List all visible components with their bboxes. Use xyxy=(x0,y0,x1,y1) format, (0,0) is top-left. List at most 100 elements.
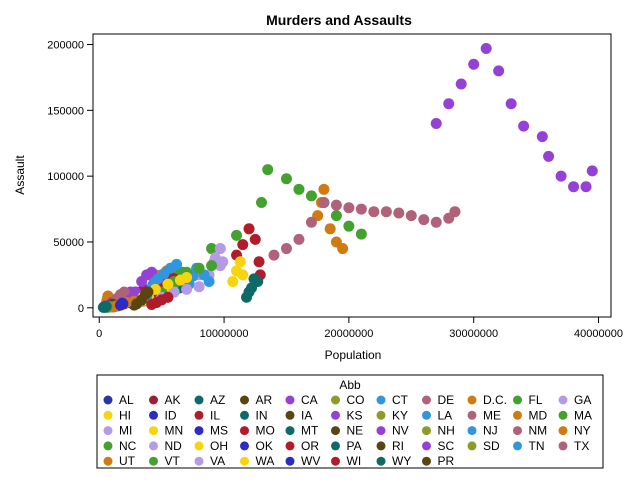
legend-label: VA xyxy=(210,454,225,468)
data-point xyxy=(293,233,305,245)
y-tick-label: 150000 xyxy=(47,105,84,117)
legend-item: MI xyxy=(103,424,132,438)
data-point xyxy=(580,181,592,193)
legend-label: ID xyxy=(165,408,177,422)
legend-label: KY xyxy=(392,408,408,422)
legend-items: AL AK AZ AR CA CO CT DE D.C. FL GA HI ID IL IN IA KS KY LA… xyxy=(103,393,592,468)
data-point xyxy=(243,223,255,235)
legend-marker xyxy=(422,456,431,466)
legend-label: WY xyxy=(392,454,411,468)
legend-item: IN xyxy=(240,408,268,422)
legend-marker xyxy=(513,395,522,405)
legend-box xyxy=(96,374,604,469)
legend-marker xyxy=(513,426,522,436)
legend-marker xyxy=(103,410,113,420)
legend-marker xyxy=(194,410,204,420)
legend-item: UT xyxy=(103,454,136,468)
data-point xyxy=(536,131,548,143)
series-ny xyxy=(312,183,349,255)
data-point xyxy=(430,118,442,130)
legend-marker xyxy=(331,410,340,420)
data-points xyxy=(97,42,598,314)
data-point xyxy=(142,286,154,298)
legend-marker xyxy=(422,395,431,405)
data-point xyxy=(231,229,243,241)
legend-label: KS xyxy=(347,408,363,422)
legend-marker xyxy=(558,395,568,405)
x-tick-label: 0 xyxy=(96,328,102,340)
legend-label: TX xyxy=(574,439,589,453)
legend-item: LA xyxy=(422,408,452,422)
data-point xyxy=(337,243,349,255)
data-point xyxy=(100,300,112,312)
legend-marker xyxy=(513,441,522,451)
legend-marker xyxy=(103,426,113,436)
legend-item: SC xyxy=(422,439,455,453)
legend-marker xyxy=(376,456,386,466)
legend-item: ME xyxy=(467,408,501,422)
legend-item: IL xyxy=(194,408,220,422)
legend-label: MO xyxy=(256,424,275,438)
y-tick-label: 200000 xyxy=(47,40,84,52)
data-point xyxy=(455,78,467,90)
legend-item: CA xyxy=(285,393,318,407)
legend-label: IA xyxy=(301,408,312,422)
series-ca xyxy=(430,42,598,193)
legend-label: IN xyxy=(256,408,268,422)
legend-item: SD xyxy=(467,439,500,453)
legend-item: WV xyxy=(285,454,320,468)
data-point xyxy=(280,173,292,185)
data-point xyxy=(518,120,530,132)
legend-marker xyxy=(149,441,158,451)
data-point xyxy=(493,65,505,77)
legend-label: IL xyxy=(210,408,220,422)
data-point xyxy=(280,243,292,255)
legend-marker xyxy=(149,456,158,466)
data-point xyxy=(468,58,480,70)
legend-label: DE xyxy=(438,393,455,407)
legend-label: VT xyxy=(165,454,181,468)
series-tx xyxy=(268,196,461,261)
data-point xyxy=(343,220,355,232)
legend-label: CT xyxy=(392,393,409,407)
data-point xyxy=(262,164,274,176)
legend-item: D.C. xyxy=(467,393,507,407)
legend-marker xyxy=(240,456,249,466)
legend-item: OH xyxy=(194,439,228,453)
legend-marker xyxy=(376,410,386,420)
data-point xyxy=(380,206,392,218)
legend-item: MO xyxy=(240,424,275,438)
legend-label: WV xyxy=(301,454,320,468)
legend-marker xyxy=(467,441,477,451)
legend-label: MS xyxy=(210,424,228,438)
legend-item: AZ xyxy=(194,393,225,407)
data-point xyxy=(449,206,461,218)
legend-marker xyxy=(376,441,386,451)
data-point xyxy=(118,286,130,298)
data-point xyxy=(443,98,455,110)
legend-item: AL xyxy=(103,393,134,407)
legend-item: KS xyxy=(331,408,363,422)
legend-label: CA xyxy=(301,393,318,407)
legend-label: ND xyxy=(165,439,183,453)
plot-frame xyxy=(92,33,612,318)
legend-item: WA xyxy=(240,454,274,468)
data-point xyxy=(555,170,567,182)
legend-label: AZ xyxy=(210,393,225,407)
data-point xyxy=(116,297,128,309)
legend-item: WI xyxy=(331,454,361,468)
legend-item: PA xyxy=(331,439,362,453)
legend-item: HI xyxy=(103,408,131,422)
data-point xyxy=(162,278,174,290)
data-point xyxy=(368,206,380,218)
legend-marker xyxy=(194,441,204,451)
legend-marker xyxy=(194,426,204,436)
legend-marker xyxy=(194,395,204,405)
legend-label: OR xyxy=(301,439,319,453)
legend-marker xyxy=(103,456,113,466)
data-point xyxy=(355,228,367,240)
series-wy xyxy=(97,300,112,313)
x-tick-label: 20000000 xyxy=(324,328,373,340)
chart-title: Murders and Assaults xyxy=(266,12,412,28)
